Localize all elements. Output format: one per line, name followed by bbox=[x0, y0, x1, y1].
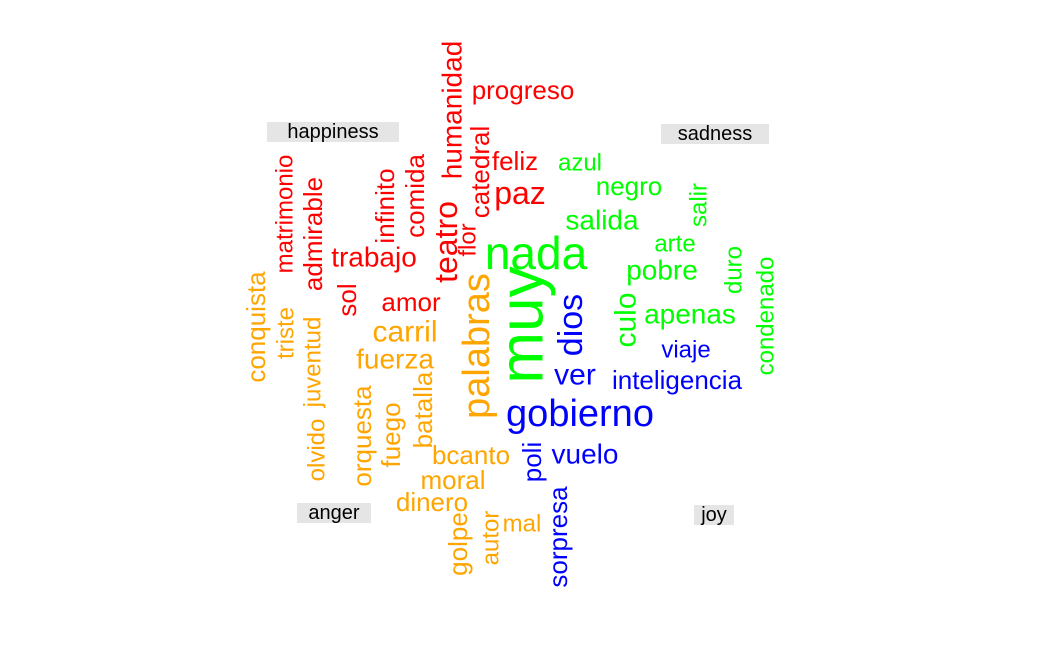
word-paz: paz bbox=[494, 175, 546, 211]
word-nada: nada bbox=[485, 227, 588, 279]
word-viaje: viaje bbox=[661, 337, 710, 364]
word-triste: triste bbox=[273, 307, 300, 359]
word-autor: autor bbox=[478, 511, 505, 566]
word-azul: azul bbox=[558, 150, 602, 177]
word-arte: arte bbox=[654, 231, 695, 258]
group-label-happiness: happiness bbox=[287, 121, 378, 143]
word-moral: moral bbox=[420, 465, 485, 495]
word-culo: culo bbox=[610, 292, 643, 347]
word-flor: flor bbox=[455, 223, 482, 256]
word-palabras: palabras bbox=[456, 273, 498, 419]
word-comida: comida bbox=[400, 154, 430, 238]
word-feliz: feliz bbox=[492, 146, 538, 176]
word-infinito: infinito bbox=[370, 168, 400, 243]
word-olvido: olvido bbox=[304, 419, 331, 482]
word-ver: ver bbox=[554, 359, 596, 392]
word-condenado: condenado bbox=[753, 257, 780, 376]
word-fuego: fuego bbox=[376, 402, 406, 467]
word-salir: salir bbox=[686, 183, 713, 227]
word-golpe: golpe bbox=[443, 512, 473, 576]
word-sol: sol bbox=[332, 283, 362, 316]
word-dios: dios bbox=[552, 294, 590, 356]
word-pobre: pobre bbox=[626, 255, 698, 286]
word-dinero: dinero bbox=[396, 487, 468, 517]
word-gobierno: gobierno bbox=[506, 393, 654, 435]
word-matrimonio: matrimonio bbox=[272, 155, 299, 274]
word-muy: muy bbox=[488, 266, 557, 383]
word-inteligencia: inteligencia bbox=[612, 365, 743, 395]
group-label-bg-joy bbox=[694, 505, 734, 525]
word-humanidad: humanidad bbox=[437, 41, 468, 180]
word-vuelo: vuelo bbox=[552, 439, 619, 470]
group-label-bg-sadness bbox=[661, 124, 769, 144]
words: progresohumanidadcatedralfelizpazflortea… bbox=[241, 41, 780, 588]
word-carril: carril bbox=[373, 316, 438, 349]
word-trabajo: trabajo bbox=[331, 242, 417, 273]
group-label-bg-happiness bbox=[267, 122, 399, 142]
word-catedral: catedral bbox=[465, 126, 495, 219]
word-bcanto: bcanto bbox=[432, 440, 510, 470]
group-label-bg-anger bbox=[297, 503, 371, 523]
word-progreso: progreso bbox=[472, 75, 575, 105]
word-conquista: conquista bbox=[241, 271, 271, 383]
group-labels: happiness sadness anger joy bbox=[267, 121, 769, 526]
word-fuerza: fuerza bbox=[356, 344, 434, 375]
word-admirable: admirable bbox=[298, 177, 328, 291]
word-sorpresa: sorpresa bbox=[543, 486, 573, 588]
word-teatro: teatro bbox=[428, 201, 464, 283]
group-label-anger: anger bbox=[308, 502, 359, 524]
word-orquesta: orquesta bbox=[347, 385, 377, 487]
word-negro: negro bbox=[596, 171, 663, 201]
word-mal: mal bbox=[503, 511, 542, 538]
word-duro: duro bbox=[721, 246, 748, 294]
word-batalla: batalla bbox=[408, 371, 438, 448]
word-salida: salida bbox=[565, 205, 639, 236]
group-label-sadness: sadness bbox=[678, 123, 753, 145]
word-juventud: juventud bbox=[300, 317, 327, 409]
word-amor: amor bbox=[381, 287, 441, 317]
word-poli: poli bbox=[517, 442, 547, 482]
group-label-joy: joy bbox=[700, 504, 727, 526]
word-apenas: apenas bbox=[644, 299, 736, 330]
